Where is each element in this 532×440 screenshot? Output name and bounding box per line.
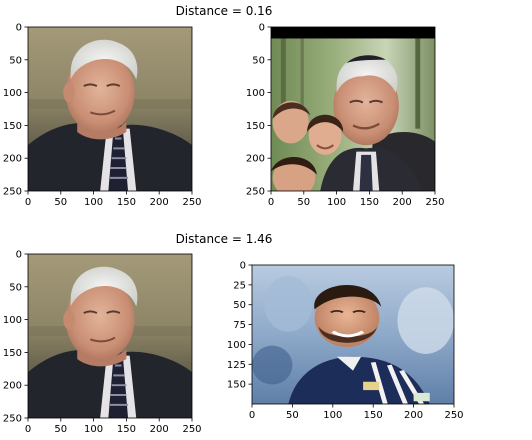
x-tick-label: 250 — [425, 197, 444, 208]
x-tick-label: 100 — [84, 197, 103, 208]
y-tick-label: 200 — [3, 154, 22, 165]
x-tick-label: 150 — [360, 197, 379, 208]
axes-frame-bottom-right — [251, 264, 455, 405]
y-tick-label: 75 — [233, 320, 246, 331]
panel-bottom-right-image — [252, 265, 454, 404]
y-tick-label: 100 — [246, 88, 265, 99]
y-tick-label: 150 — [227, 380, 246, 391]
y-tick-label: 150 — [3, 121, 22, 132]
x-tick-label: 0 — [268, 197, 274, 208]
y-tick-label: 200 — [246, 154, 265, 165]
x-tick-label: 200 — [404, 410, 423, 421]
y-tick-label: 100 — [3, 315, 22, 326]
y-tick-label: 0 — [240, 261, 246, 272]
y-tick-label: 250 — [3, 187, 22, 198]
x-tick-label: 0 — [25, 197, 31, 208]
x-tick-label: 0 — [25, 424, 31, 435]
x-tick-label: 100 — [323, 410, 342, 421]
y-tick-label: 150 — [3, 348, 22, 359]
x-tick-label: 150 — [117, 197, 136, 208]
x-tick-label: 150 — [364, 410, 383, 421]
x-tick-label: 50 — [54, 424, 67, 435]
panel-top-right-image — [271, 27, 436, 192]
axes-frame-top-right — [270, 26, 436, 192]
y-tick-label: 125 — [227, 360, 246, 371]
x-tick-label: 100 — [84, 424, 103, 435]
y-tick-label: 150 — [246, 121, 265, 132]
subplot-title-top: Distance = 0.16 — [176, 4, 273, 18]
axes-bottom-right: 0 50 100 150 200 250 0 25 50 75 100 125 150 — [227, 261, 464, 422]
y-tick-label: 50 — [233, 300, 246, 311]
y-tick-label: 50 — [9, 282, 22, 293]
x-tick-label: 150 — [117, 424, 136, 435]
x-tick-label: 200 — [150, 424, 169, 435]
x-tick-label: 250 — [182, 197, 201, 208]
subplot-title-bottom: Distance = 1.46 — [176, 232, 273, 246]
x-tick-label: 250 — [444, 410, 463, 421]
axes-frame-top-left — [27, 26, 193, 192]
y-tick-label: 200 — [3, 381, 22, 392]
y-tick-label: 25 — [233, 280, 246, 291]
x-tick-label: 250 — [182, 424, 201, 435]
panel-bottom-left-image — [28, 254, 193, 419]
y-tick-label: 0 — [16, 23, 22, 34]
y-tick-label: 0 — [16, 250, 22, 261]
x-tick-label: 50 — [54, 197, 67, 208]
panel-top-left-image — [28, 27, 193, 192]
y-tick-label: 50 — [252, 55, 265, 66]
x-tick-label: 50 — [286, 410, 299, 421]
y-tick-label: 100 — [3, 88, 22, 99]
x-tick-label: 200 — [393, 197, 412, 208]
x-tick-label: 200 — [150, 197, 169, 208]
y-tick-label: 250 — [246, 187, 265, 198]
x-tick-label: 0 — [249, 410, 255, 421]
x-tick-label: 50 — [297, 197, 310, 208]
axes-frame-bottom-left — [27, 253, 193, 419]
x-tick-label: 100 — [327, 197, 346, 208]
y-tick-label: 250 — [3, 414, 22, 425]
y-tick-label: 0 — [259, 23, 265, 34]
y-tick-label: 100 — [227, 340, 246, 351]
y-tick-label: 50 — [9, 55, 22, 66]
